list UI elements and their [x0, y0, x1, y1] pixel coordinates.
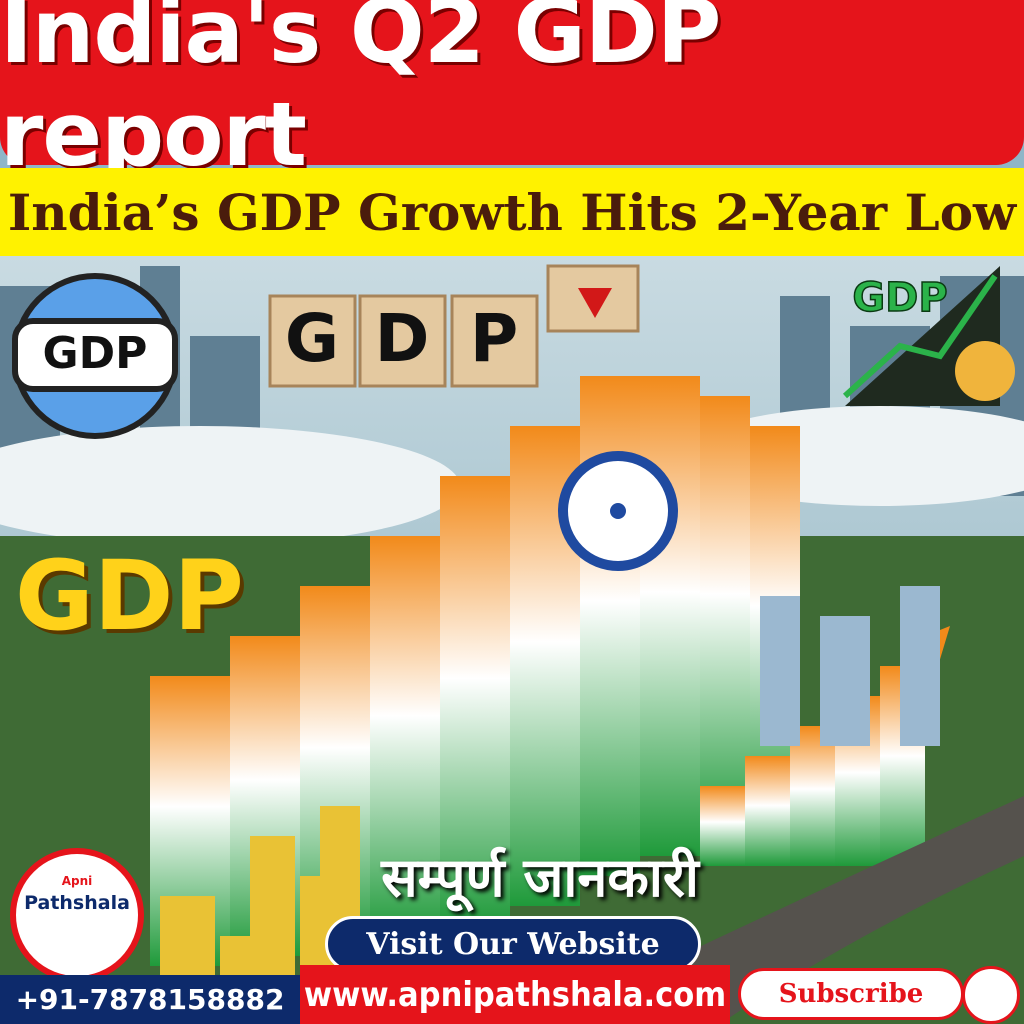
- website[interactable]: www.apnipathshala.com: [300, 965, 730, 1024]
- title-banner: India's Q2 GDP report: [0, 0, 1024, 186]
- logo-small-icon: [962, 966, 1020, 1024]
- title: India's Q2 GDP report: [0, 0, 721, 186]
- hindi-caption: सम्पूर्ण जानकारी: [381, 846, 699, 909]
- cta-button[interactable]: Visit Our Website: [325, 916, 701, 972]
- city-right: [760, 586, 940, 746]
- block-letter: D: [375, 300, 430, 377]
- illustration: GDP G D P GDP: [0, 256, 1024, 1024]
- rail: [680, 796, 1024, 1024]
- block-letter: P: [470, 300, 518, 377]
- subtitle-banner: India’s GDP Growth Hits 2-Year Low: [0, 168, 1024, 256]
- globe-label: GDP: [43, 328, 148, 379]
- chart-icon: [842, 266, 1015, 406]
- block-letter: G: [285, 300, 339, 377]
- chart-label: GDP: [852, 275, 947, 321]
- clouds: [0, 426, 460, 546]
- logo-small: Apni: [61, 874, 93, 888]
- wood-blocks: [268, 264, 640, 388]
- subscribe-button[interactable]: Subscribe: [738, 968, 964, 1020]
- big-label: GDP: [15, 540, 244, 652]
- phone: +91-7878158882: [0, 975, 300, 1024]
- logo-name: Pathshala: [24, 892, 130, 914]
- globe-icon: [12, 273, 178, 439]
- subtitle: India’s GDP Growth Hits 2-Year Low: [7, 182, 1017, 242]
- logo: Apni Pathshala: [10, 848, 144, 982]
- down-arrow: [578, 288, 612, 318]
